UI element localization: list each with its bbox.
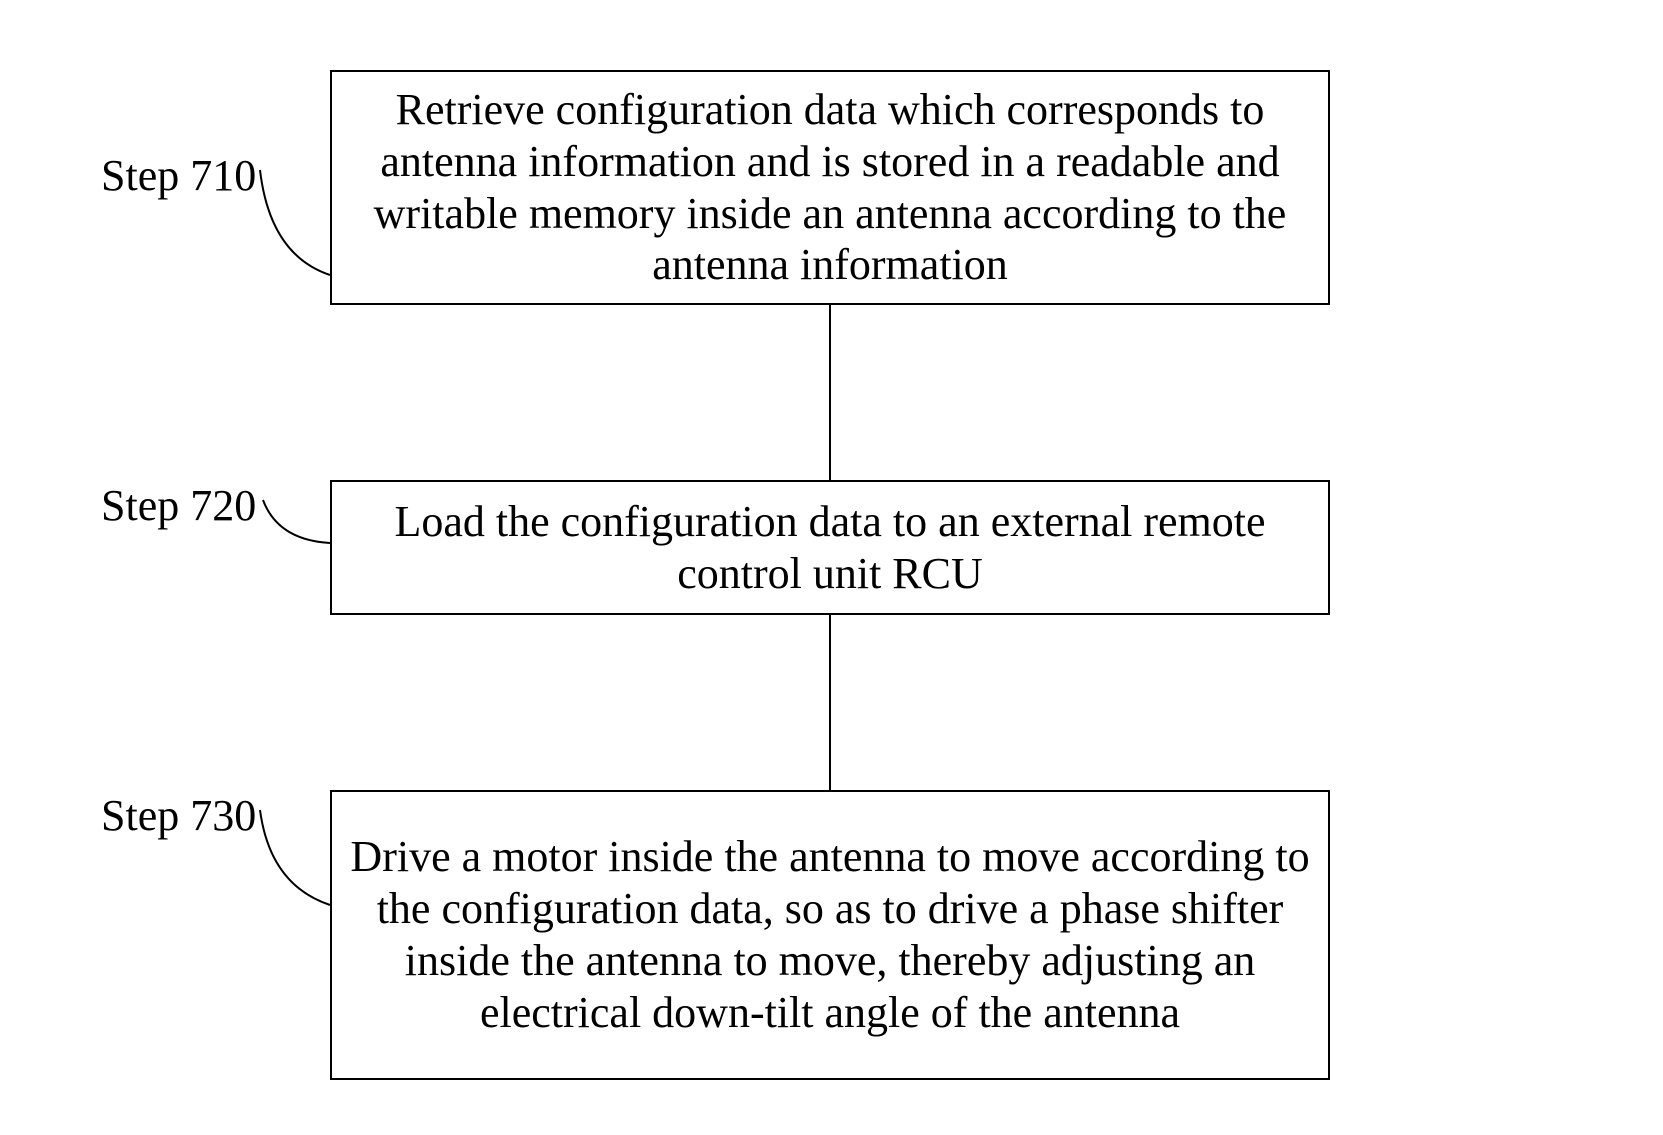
flowchart-canvas: Step 710 Step 720 Step 730 Retrieve conf… <box>0 0 1663 1135</box>
leader-720 <box>258 495 338 555</box>
step-710-box: Retrieve configuration data which corres… <box>330 70 1330 305</box>
step-730-text: Drive a motor inside the antenna to move… <box>344 831 1316 1039</box>
connector-710-720 <box>829 305 831 480</box>
step-730-box: Drive a motor inside the antenna to move… <box>330 790 1330 1080</box>
connector-720-730 <box>829 615 831 790</box>
step-720-text: Load the configuration data to an extern… <box>344 496 1316 600</box>
leader-730 <box>255 805 340 915</box>
leader-710 <box>255 165 340 285</box>
step-710-label: Step 710 <box>101 150 256 201</box>
step-720-label: Step 720 <box>101 480 256 531</box>
step-720-box: Load the configuration data to an extern… <box>330 480 1330 615</box>
step-730-label: Step 730 <box>101 790 256 841</box>
step-710-text: Retrieve configuration data which corres… <box>344 84 1316 292</box>
